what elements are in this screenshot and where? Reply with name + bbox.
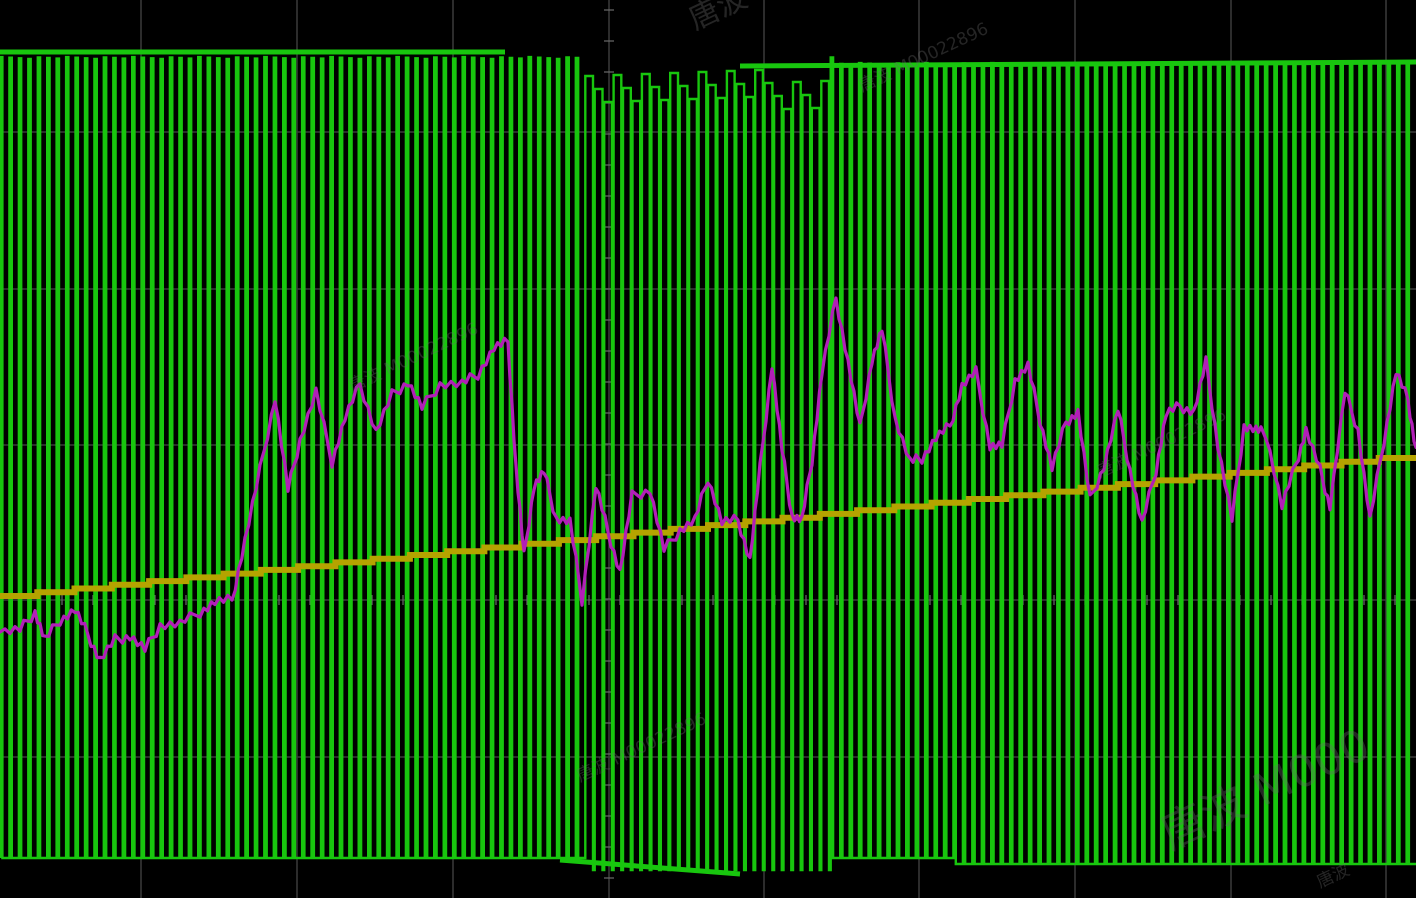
pwm-low-level: [559, 857, 741, 877]
pwm-high-level: [739, 59, 1416, 69]
pwm-channel-trace: [0, 49, 1416, 877]
yellow-staircase: [0, 455, 1416, 599]
yellow-channel-trace: [0, 455, 1416, 599]
magenta-waveform: [0, 296, 1416, 660]
magenta-channel-trace: [0, 296, 1416, 660]
watermark-text: 唐波 M00022896: [684, 0, 924, 37]
pwm-square-wave: [0, 55, 1416, 872]
watermark-text: 唐波 M00022896: [345, 318, 481, 396]
